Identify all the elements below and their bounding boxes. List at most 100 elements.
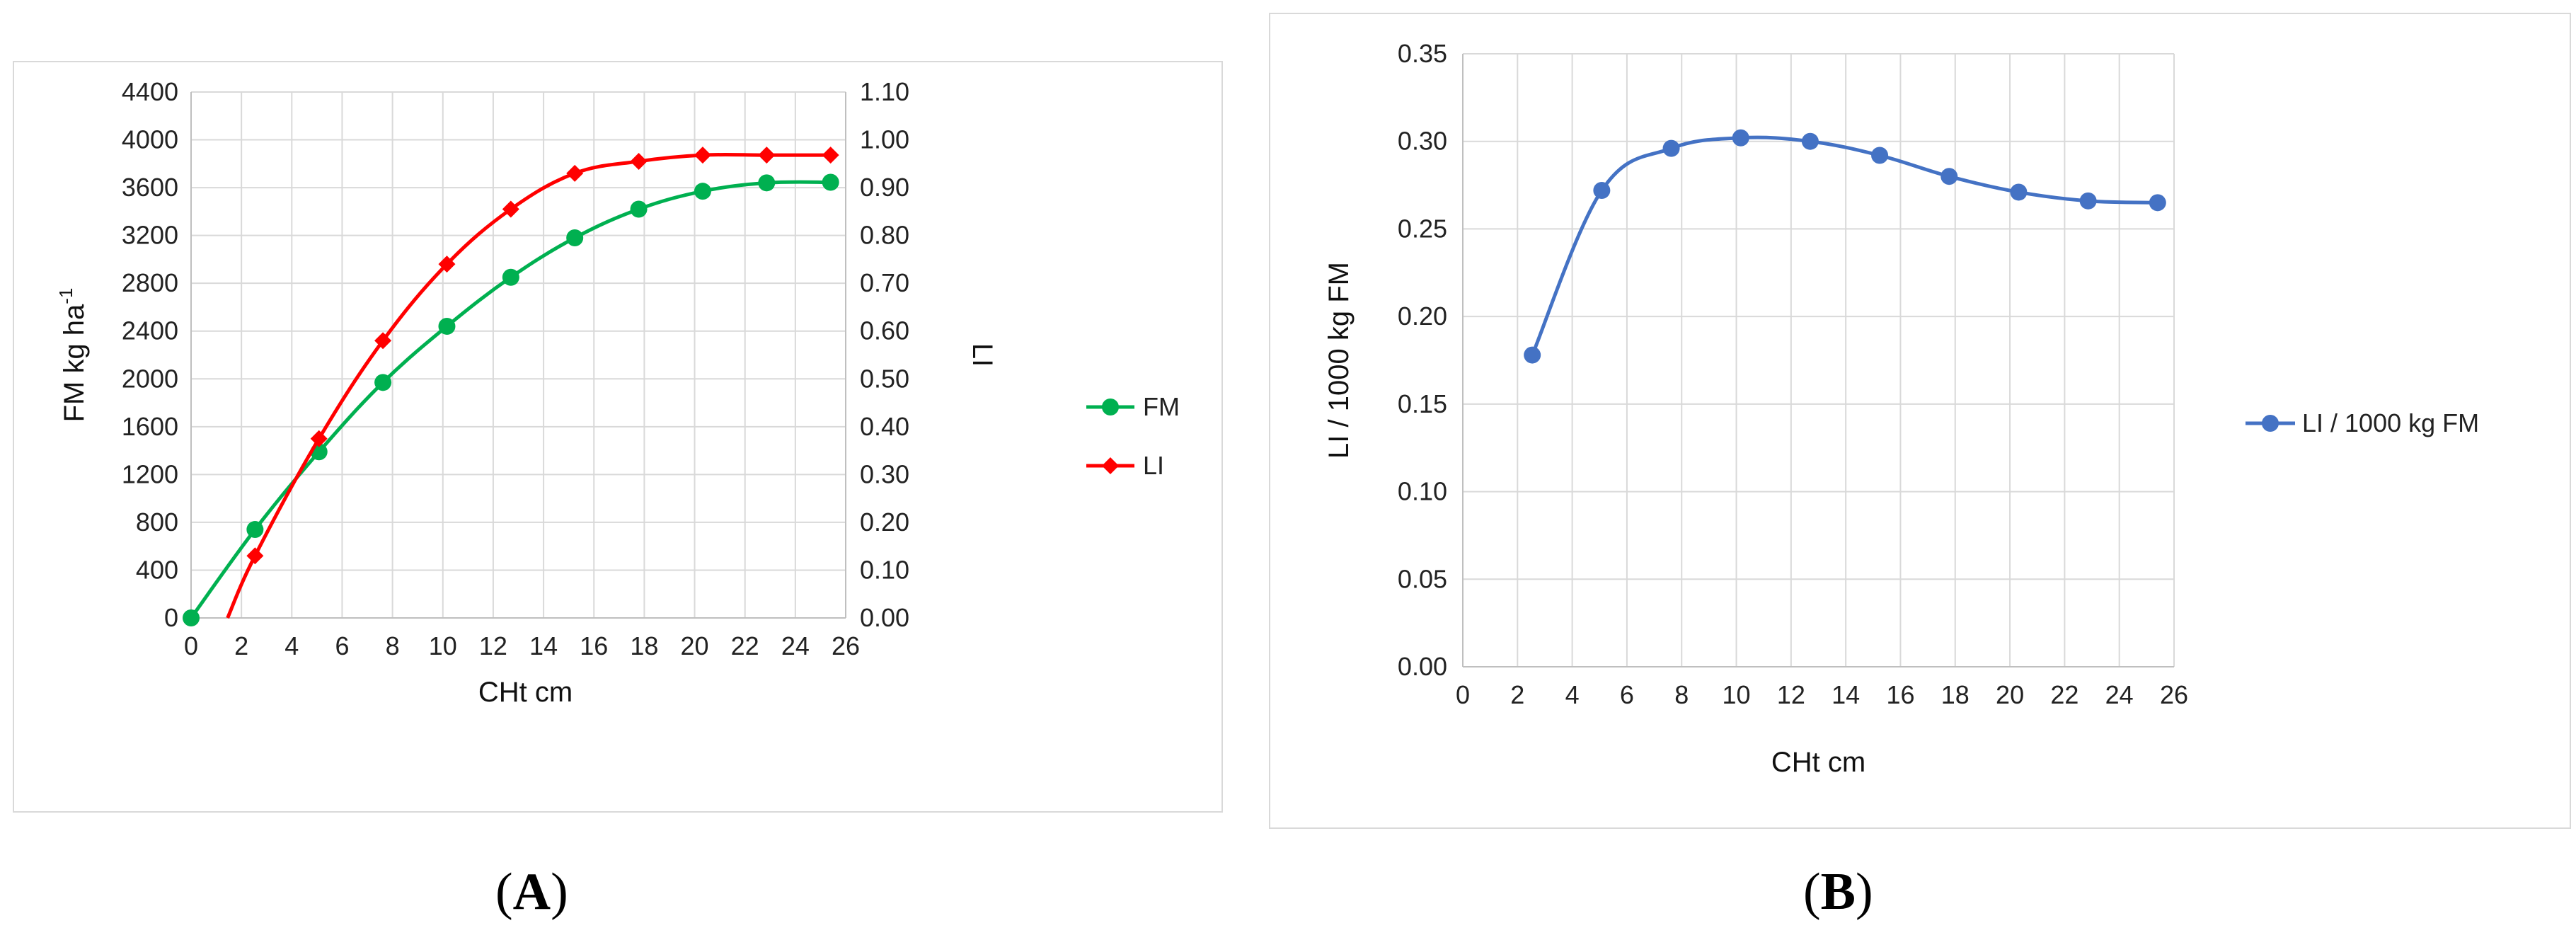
data-point — [1940, 168, 1958, 185]
data-point-fm — [374, 374, 392, 391]
y2-axis-title: LI — [967, 343, 998, 367]
y2-tick-label: 1.00 — [860, 125, 909, 154]
y2-tick-label: 0.40 — [860, 412, 909, 441]
series-line-fm — [189, 180, 831, 619]
label-letter: B — [1820, 863, 1856, 921]
y-tick-label: 2800 — [122, 268, 178, 297]
label-close-paren: ) — [551, 863, 568, 921]
y2-tick-label: 0.30 — [860, 459, 909, 488]
y-tick-label: 3200 — [122, 221, 178, 250]
y-tick-label: 800 — [136, 508, 178, 537]
y-tick-label: 0.35 — [1398, 39, 1447, 68]
series-line-li — [226, 152, 831, 619]
y-axis-title: FM kg ha-1 — [55, 288, 90, 423]
legend-label-fm: FM — [1143, 392, 1180, 421]
y2-tick-label: 0.90 — [860, 173, 909, 202]
x-tick-label: 10 — [429, 631, 457, 660]
y-tick-label: 0.15 — [1398, 389, 1447, 418]
y2-tick-label: 0.00 — [860, 603, 909, 632]
legend-label-li: LI — [1143, 451, 1164, 480]
data-point — [2149, 194, 2166, 212]
figure-label-a: (A) — [495, 862, 568, 922]
y2-tick-label: 1.10 — [860, 77, 909, 106]
legend-marker-li — [1102, 457, 1119, 474]
y-tick-label: 1600 — [122, 412, 178, 441]
y-tick-label: 0.10 — [1398, 477, 1447, 506]
y-tick-label: 0.05 — [1398, 564, 1447, 593]
y-tick-label: 4000 — [122, 125, 178, 154]
x-tick-label: 20 — [1996, 680, 2024, 709]
x-axis-title: CHt cm — [1771, 747, 1865, 778]
legend-marker — [2262, 415, 2279, 432]
data-point — [2010, 183, 2028, 201]
data-point-li — [502, 200, 519, 218]
y2-tick-label: 0.60 — [860, 316, 909, 345]
y-tick-label: 3600 — [122, 173, 178, 202]
x-tick-label: 8 — [386, 631, 400, 660]
y-axis-title: LI / 1000 kg FM — [1323, 262, 1355, 459]
x-tick-label: 0 — [1456, 680, 1470, 709]
x-tick-label: 14 — [1832, 680, 1860, 709]
x-tick-label: 26 — [2160, 680, 2188, 709]
data-point-li — [374, 332, 392, 350]
data-point-fm — [758, 174, 776, 192]
x-tick-label: 22 — [731, 631, 759, 660]
data-point — [1871, 147, 1889, 164]
y-tick-label: 1200 — [122, 459, 178, 488]
data-point-li — [438, 256, 456, 273]
data-point — [1732, 129, 1749, 147]
y2-tick-label: 0.80 — [860, 221, 909, 250]
x-tick-label: 18 — [1941, 680, 1970, 709]
legend-label: LI / 1000 kg FM — [2302, 408, 2479, 437]
y-tick-label: 0 — [164, 603, 178, 632]
y2-tick-label: 0.70 — [860, 268, 909, 297]
x-tick-label: 12 — [1777, 680, 1805, 709]
y-tick-label: 4400 — [122, 77, 178, 106]
x-tick-label: 10 — [1723, 680, 1751, 709]
x-tick-label: 14 — [529, 631, 558, 660]
x-tick-label: 4 — [284, 631, 299, 660]
data-point-fm — [566, 229, 584, 247]
y2-tick-label: 0.10 — [860, 555, 909, 584]
x-tick-label: 22 — [2050, 680, 2078, 709]
x-tick-label: 16 — [1886, 680, 1914, 709]
data-point-fm — [502, 268, 519, 286]
chart-a-svg: 0 2 4 6 8 10 12 14 16 18 20 22 24 2604008001200160020… — [55, 77, 1180, 708]
data-point-fm — [822, 173, 839, 191]
x-tick-label: 18 — [630, 631, 658, 660]
label-letter: A — [512, 863, 551, 921]
y-tick-label: 400 — [136, 555, 178, 584]
x-tick-label: 6 — [335, 631, 349, 660]
x-tick-label: 16 — [580, 631, 608, 660]
x-tick-label: 2 — [234, 631, 248, 660]
data-point — [2079, 192, 2097, 210]
y-tick-label: 2000 — [122, 364, 178, 393]
data-point-fm — [438, 317, 456, 335]
y2-tick-label: 0.50 — [860, 364, 909, 393]
x-tick-label: 4 — [1565, 680, 1580, 709]
y-tick-label: 0.20 — [1398, 302, 1447, 331]
x-tick-label: 12 — [479, 631, 507, 660]
x-tick-label: 6 — [1620, 680, 1634, 709]
x-tick-label: 0 — [184, 631, 198, 660]
data-point-li — [310, 430, 328, 447]
x-tick-label: 8 — [1674, 680, 1689, 709]
data-point-fm — [183, 609, 200, 626]
data-point-fm — [246, 521, 264, 539]
y2-tick-label: 0.20 — [860, 508, 909, 537]
data-point-fm — [630, 200, 648, 218]
data-point — [1801, 132, 1819, 150]
data-point-li — [694, 147, 711, 164]
chart-panel-b: 0 2 4 6 8 10 12 14 16 18 20 22 24 26 0.00 0.05 0.10 0.15 0… — [1269, 13, 2571, 829]
x-tick-label: 26 — [832, 631, 860, 660]
data-point-li — [246, 547, 264, 565]
label-close-paren: ) — [1856, 863, 1873, 921]
data-point-li — [758, 147, 776, 164]
y-tick-label: 0.00 — [1398, 652, 1447, 681]
x-tick-label: 20 — [681, 631, 709, 660]
y-tick-label: 0.30 — [1398, 127, 1447, 156]
x-axis-title: CHt cm — [478, 677, 573, 708]
data-point-fm — [694, 183, 711, 200]
data-point-li — [822, 147, 839, 164]
legend-marker-fm — [1102, 399, 1119, 415]
